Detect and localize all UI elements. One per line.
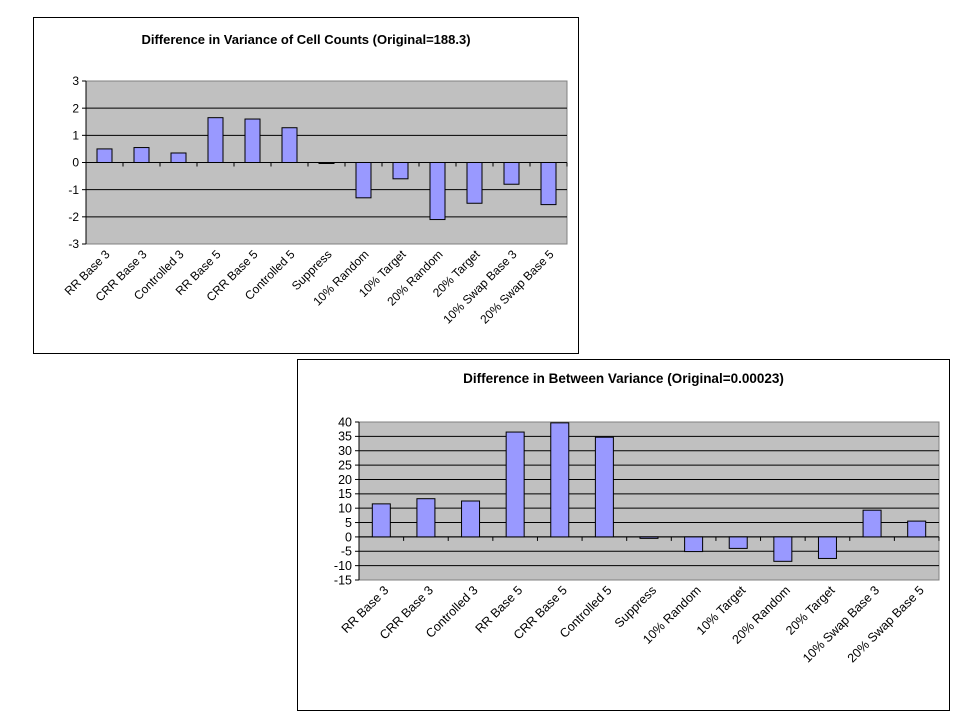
chart-title: Difference in Between Variance (Original… [463, 371, 784, 386]
bar [466, 162, 483, 204]
y-tick-label: -1 [68, 183, 79, 197]
bar [371, 503, 391, 538]
y-tick-label: 1 [72, 129, 79, 143]
bar [96, 148, 113, 164]
bar [907, 520, 927, 538]
bar [773, 536, 793, 562]
y-tick-label: 5 [345, 516, 352, 530]
bar [318, 162, 335, 164]
y-tick-label: -10 [334, 559, 352, 573]
x-tick-label: 20% Swap Base 5 [845, 583, 927, 665]
bar [416, 498, 436, 538]
bar [170, 152, 187, 164]
bar [429, 162, 446, 221]
y-tick-label: -5 [341, 545, 352, 559]
y-tick-label: 40 [338, 415, 352, 429]
x-tick-label: Suppress [612, 583, 659, 630]
bar [505, 431, 525, 538]
bar [540, 162, 557, 206]
bar [355, 162, 372, 199]
y-tick-label: 0 [345, 530, 352, 544]
chart-title: Difference in Variance of Cell Counts (O… [141, 32, 471, 47]
bar [244, 118, 261, 163]
y-tick-label: 3 [72, 74, 79, 88]
x-tick-label: 10% Swap Base 3 [800, 583, 882, 665]
bar [281, 127, 298, 164]
bar [461, 500, 481, 538]
y-tick-label: 30 [338, 444, 352, 458]
y-tick-label: -15 [334, 573, 352, 587]
y-tick-label: -2 [68, 210, 79, 224]
bar [594, 436, 614, 538]
bar [133, 147, 150, 164]
y-tick-label: 10 [338, 502, 352, 516]
bar [503, 162, 520, 185]
y-tick-label: -3 [68, 237, 79, 251]
y-tick-label: 0 [72, 156, 79, 170]
bar [639, 536, 659, 539]
y-tick-label: 35 [338, 430, 352, 444]
y-tick-label: 20 [338, 473, 352, 487]
bar [862, 509, 882, 538]
bar [728, 536, 748, 549]
bar [817, 536, 837, 559]
plot-area [358, 421, 940, 581]
y-tick-label: 15 [338, 487, 352, 501]
chart-panel-between-variance: Difference in Between Variance (Original… [297, 359, 950, 711]
bar [207, 117, 224, 164]
bar [550, 422, 570, 538]
y-tick-label: 2 [72, 101, 79, 115]
bar [684, 536, 704, 553]
y-tick-label: 25 [338, 458, 352, 472]
bar [392, 162, 409, 180]
chart-panel-cell-counts: Difference in Variance of Cell Counts (O… [33, 17, 579, 354]
